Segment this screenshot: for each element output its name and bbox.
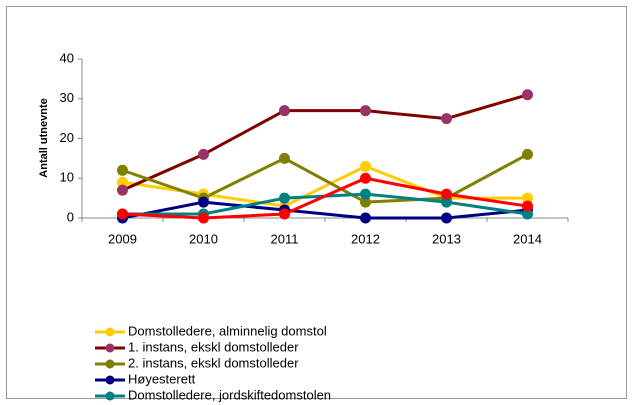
point — [441, 188, 452, 200]
point — [198, 148, 209, 160]
y-axis-label: Antall utnevnte — [38, 98, 50, 177]
series-line — [122, 200, 528, 220]
y-tick-label: 10 — [60, 170, 74, 185]
point — [522, 200, 533, 212]
y-tick-label: 40 — [60, 50, 74, 65]
point — [279, 192, 290, 204]
point — [360, 212, 371, 224]
point — [360, 188, 371, 200]
point — [117, 164, 128, 176]
x-tick-label: 2014 — [513, 231, 542, 246]
series-line — [121, 93, 528, 192]
point — [279, 152, 290, 164]
point — [522, 208, 533, 220]
x-tick-label: 2013 — [432, 231, 461, 246]
legend-marker — [105, 391, 115, 401]
legend-marker — [105, 343, 115, 353]
point — [360, 105, 371, 117]
point — [522, 192, 533, 204]
legend-label: Domstolledere, jordskiftedomstolen — [128, 387, 331, 402]
point — [360, 160, 371, 172]
point — [522, 148, 533, 160]
x-tick-label: 2012 — [351, 231, 380, 246]
point — [117, 208, 128, 220]
x-tick-label: 2011 — [271, 231, 299, 246]
point — [441, 212, 452, 224]
point — [198, 196, 209, 208]
series-line — [122, 153, 529, 204]
point — [522, 89, 533, 101]
legend-label: Høyesterett — [128, 371, 196, 386]
legend-label: Domstolledere, alminnelig domstol — [128, 323, 327, 338]
legend-label: Jordskiftedomstolene, ekskl domstolleder — [128, 403, 366, 405]
legend-label: 2. instans, ekskl domstolleder — [128, 355, 299, 370]
legend-marker — [105, 375, 115, 385]
point — [117, 176, 128, 188]
x-tick-label: 2009 — [108, 231, 137, 246]
series-line — [122, 176, 528, 220]
legend-marker — [105, 359, 115, 369]
point — [441, 196, 452, 208]
point — [279, 208, 290, 220]
legend-label: 1. instans, ekskl domstolleder — [128, 339, 299, 354]
point — [441, 113, 452, 125]
chart-border — [6, 6, 627, 399]
point — [360, 172, 371, 184]
x-tick-label: 2010 — [189, 231, 218, 246]
y-tick-label: 0 — [67, 209, 74, 224]
legend-marker — [105, 327, 115, 337]
point — [279, 105, 290, 117]
y-tick-label: 20 — [60, 130, 74, 145]
point — [360, 196, 371, 208]
point — [117, 184, 128, 196]
point — [198, 212, 209, 224]
y-tick-label: 30 — [60, 90, 74, 105]
